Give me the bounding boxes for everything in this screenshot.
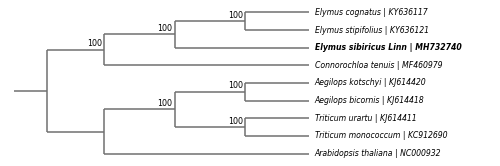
Text: Aegilops bicornis | KJ614418: Aegilops bicornis | KJ614418 [314, 96, 424, 105]
Text: Triticum monococcum | KC912690: Triticum monococcum | KC912690 [314, 131, 447, 140]
Text: 100: 100 [158, 99, 172, 108]
Text: Elymus stipifolius | KY636121: Elymus stipifolius | KY636121 [314, 26, 428, 35]
Text: Arabidopsis thaliana | NC000932: Arabidopsis thaliana | NC000932 [314, 149, 441, 158]
Text: 100: 100 [228, 81, 244, 90]
Text: Triticum urartu | KJ614411: Triticum urartu | KJ614411 [314, 114, 416, 123]
Text: 100: 100 [158, 24, 172, 33]
Text: Connorochloa tenuis | MF460979: Connorochloa tenuis | MF460979 [314, 61, 442, 70]
Text: Elymus cognatus | KY636117: Elymus cognatus | KY636117 [314, 8, 427, 17]
Text: Elymus sibiricus Linn | MH732740: Elymus sibiricus Linn | MH732740 [314, 43, 462, 52]
Text: 100: 100 [228, 117, 244, 126]
Text: 100: 100 [87, 40, 102, 48]
Text: Aegilops kotschyi | KJ614420: Aegilops kotschyi | KJ614420 [314, 79, 426, 87]
Text: 100: 100 [228, 11, 244, 20]
